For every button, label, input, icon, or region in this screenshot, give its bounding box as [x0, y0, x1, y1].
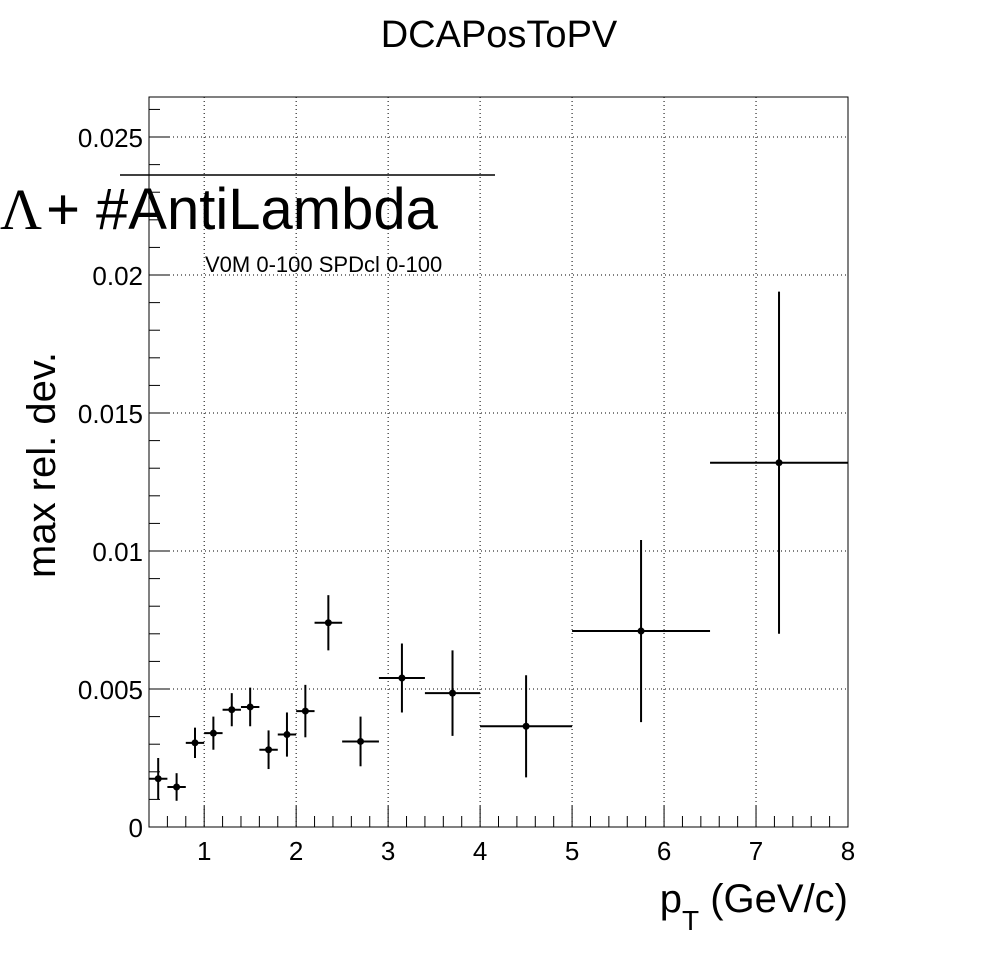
data-point [209, 729, 217, 737]
x-tick-label: 4 [473, 836, 487, 866]
grid-lines [149, 97, 848, 827]
y-tick-label: 0 [129, 813, 143, 843]
data-point [357, 737, 365, 745]
data-point [246, 703, 254, 711]
y-tick-label: 0.005 [78, 675, 143, 705]
x-axis-title: pT (GeV/c) [660, 877, 848, 936]
y-tick-label: 0.01 [92, 537, 143, 567]
chart-title: DCAPosToPV [381, 14, 618, 56]
data-point [637, 627, 645, 635]
x-tick-label: 1 [197, 836, 211, 866]
x-tick-label: 3 [381, 836, 395, 866]
data-point [449, 689, 457, 697]
x-tick-label: 2 [289, 836, 303, 866]
x-tick-label: 6 [657, 836, 671, 866]
data-series [149, 291, 848, 801]
y-axis-title: max rel. dev. [20, 352, 64, 578]
x-tick-labels: 1 2 3 4 5 6 7 8 [197, 836, 855, 866]
data-point [265, 746, 273, 754]
x-tick-label: 7 [749, 836, 763, 866]
data-point [173, 783, 181, 791]
data-point [191, 739, 199, 747]
axis-ticks [148, 108, 849, 828]
x-axis-title-subscript: T [682, 905, 699, 936]
x-tick-label: 8 [841, 836, 855, 866]
x-tick-label: 5 [565, 836, 579, 866]
data-point [775, 459, 783, 467]
data-point [283, 731, 291, 739]
data-point [398, 674, 406, 682]
x-axis-title-main: p [660, 877, 682, 921]
data-point [522, 722, 530, 730]
data-point [228, 706, 236, 714]
y-tick-labels: 0 0.005 0.01 0.015 0.02 0.025 [78, 123, 143, 843]
legend-subtitle: V0M 0-100 SPDcl 0-100 [205, 252, 442, 277]
x-axis-title-tail: (GeV/c) [699, 877, 848, 921]
data-point [324, 619, 332, 627]
legend-entry-text: + #AntiLambda [46, 177, 439, 242]
legend-symbol: Λ [0, 177, 42, 242]
data-point [301, 707, 309, 715]
y-tick-label: 0.02 [92, 261, 143, 291]
y-tick-label: 0.015 [78, 399, 143, 429]
y-tick-label: 0.025 [78, 123, 143, 153]
data-point [154, 775, 162, 783]
legend-entry: Λ+ #AntiLambda [0, 177, 439, 242]
